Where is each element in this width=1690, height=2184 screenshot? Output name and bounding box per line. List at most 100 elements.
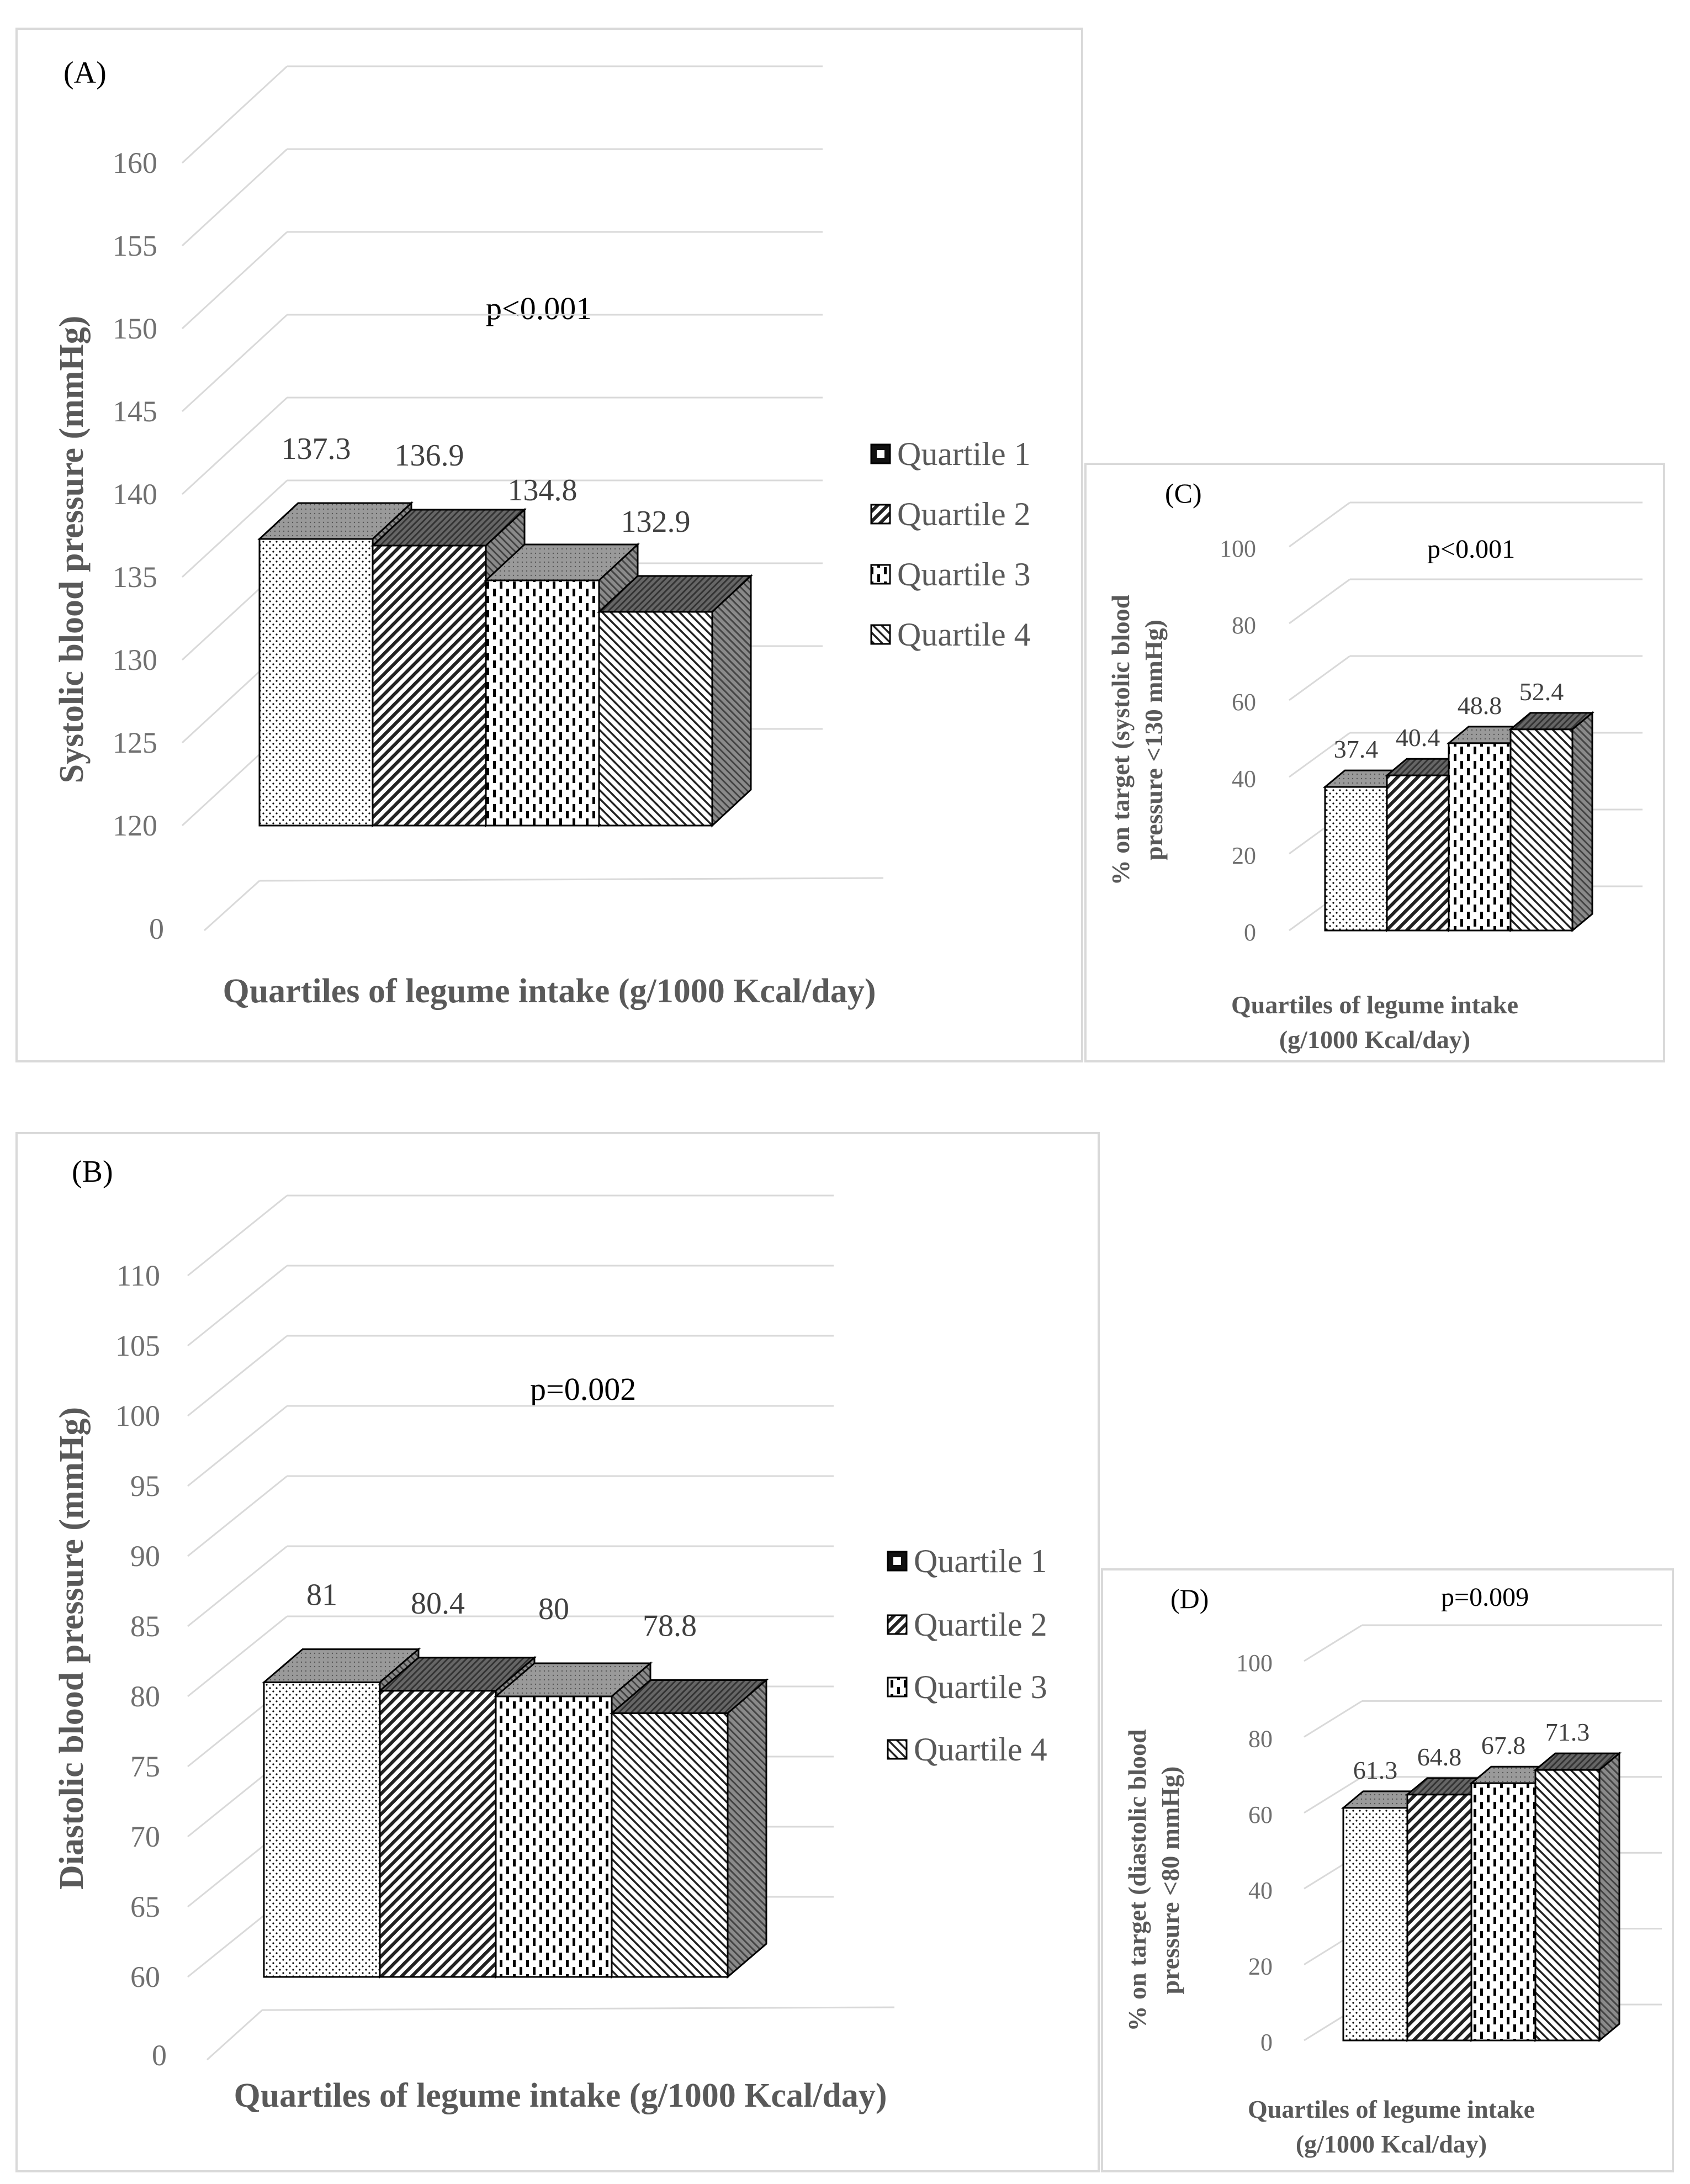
y-tick-label: 70 bbox=[130, 1820, 160, 1853]
legend-item-q2[interactable]: Quartile 2 bbox=[887, 1606, 1047, 1643]
legend-swatch-q3 bbox=[887, 1677, 908, 1698]
y-tick-label: 145 bbox=[113, 395, 157, 428]
legend-label-q4: Quartile 4 bbox=[897, 616, 1031, 653]
panel-label-d: (D) bbox=[1170, 1583, 1209, 1614]
bar-front bbox=[1386, 774, 1450, 932]
y-tick-labels: 60 65 70 75 80 85 90 95 100 105 110 0 bbox=[115, 1259, 167, 2072]
legend-item-q4[interactable]: Quartile 4 bbox=[870, 616, 1031, 653]
bar-front bbox=[1342, 1807, 1408, 2042]
bar-side bbox=[711, 574, 752, 828]
bar-front bbox=[372, 544, 487, 827]
y-tick-label: 100 bbox=[1220, 535, 1256, 562]
y-tick-label: 20 bbox=[1232, 842, 1256, 869]
gridline-diagonal bbox=[181, 314, 288, 413]
y-tick-label-zero: 0 bbox=[149, 912, 164, 945]
bars bbox=[1322, 711, 1595, 933]
legend-swatch-q2 bbox=[870, 504, 891, 525]
gridline-diagonal bbox=[187, 1405, 288, 1487]
legend-item-q1[interactable]: Quartile 1 bbox=[870, 436, 1031, 472]
gridline-diagonal bbox=[1304, 1776, 1363, 1814]
y-tick-label: 85 bbox=[130, 1610, 160, 1643]
y-tick-label: 110 bbox=[116, 1259, 160, 1292]
gridline-diagonal bbox=[187, 1265, 288, 1347]
p-value-a: p<0.001 bbox=[486, 290, 592, 326]
floor-line bbox=[259, 877, 884, 882]
bar-4 bbox=[609, 1678, 769, 1979]
bars bbox=[261, 1647, 769, 1979]
data-label: 80 bbox=[538, 1592, 569, 1626]
floor-diagonal bbox=[206, 2009, 263, 2061]
gridline-diagonal bbox=[1289, 578, 1350, 625]
gridline-diagonal bbox=[1304, 1624, 1363, 1662]
bar-front bbox=[495, 1695, 613, 1978]
p-value-c: p<0.001 bbox=[1427, 535, 1515, 564]
bar-front bbox=[485, 579, 600, 827]
panel-frame-c bbox=[1084, 463, 1665, 1062]
legend-item-q1[interactable]: Quartile 1 bbox=[887, 1543, 1047, 1579]
data-label: 81 bbox=[306, 1578, 337, 1612]
bar-front bbox=[1406, 1794, 1472, 2042]
y-tick-label: 20 bbox=[1248, 1953, 1273, 1980]
bar-front bbox=[1470, 1782, 1537, 2042]
y-tick-label: 130 bbox=[113, 643, 157, 676]
legend-item-q3[interactable]: Quartile 3 bbox=[870, 556, 1031, 593]
data-label: 61.3 bbox=[1353, 1756, 1398, 1784]
y-tick-label: 120 bbox=[113, 809, 157, 842]
gridline-diagonal bbox=[181, 65, 288, 164]
y-axis-title-c-line2: pressure <130 mmHg) bbox=[1140, 620, 1168, 860]
y-tick-labels: 0 20 40 60 80 100 bbox=[1236, 1649, 1273, 2056]
y-tick-label: 75 bbox=[130, 1750, 160, 1783]
panel-frame-a bbox=[15, 28, 1083, 1062]
legend-b: Quartile 1 Quartile 2 Quartile 3 Quartil… bbox=[887, 1543, 1047, 1768]
bar-front bbox=[263, 1681, 381, 1978]
legend-a: Quartile 1 Quartile 2 Quartile 3 Quartil… bbox=[870, 436, 1031, 653]
y-tick-label: 80 bbox=[1232, 612, 1256, 639]
bar-front bbox=[598, 611, 713, 827]
legend-swatch-q4 bbox=[870, 624, 891, 645]
data-label: 37.4 bbox=[1334, 735, 1379, 763]
panel-frame-d bbox=[1101, 1568, 1674, 2172]
y-tick-label-zero: 0 bbox=[152, 2039, 167, 2072]
y-axis-title-b: Diastolic blood pressure (mmHg) bbox=[53, 1407, 91, 1890]
y-tick-label: 90 bbox=[130, 1540, 160, 1573]
y-tick-label: 40 bbox=[1248, 1877, 1273, 1904]
x-axis-title-b: Quartiles of legume intake (g/1000 Kcal/… bbox=[234, 2077, 887, 2114]
legend-label-q4: Quartile 4 bbox=[914, 1731, 1047, 1768]
legend-label-q2: Quartile 2 bbox=[897, 496, 1031, 532]
gridline-diagonal bbox=[187, 1545, 288, 1627]
y-tick-label: 140 bbox=[113, 478, 157, 511]
bar-front bbox=[1534, 1769, 1601, 2042]
bar-front bbox=[379, 1690, 497, 1978]
gridline-diagonal bbox=[187, 1475, 288, 1557]
y-tick-label: 135 bbox=[113, 560, 157, 594]
legend-item-q3[interactable]: Quartile 3 bbox=[887, 1669, 1047, 1705]
bar-front bbox=[1509, 728, 1574, 932]
y-tick-label: 100 bbox=[1236, 1649, 1273, 1677]
legend-item-q4[interactable]: Quartile 4 bbox=[887, 1731, 1047, 1768]
bar-4 bbox=[1533, 1751, 1622, 2043]
legend-item-q2[interactable]: Quartile 2 bbox=[870, 496, 1031, 532]
gridline-diagonal bbox=[181, 396, 288, 495]
y-tick-labels: 120 125 130 135 140 145 150 155 160 0 bbox=[113, 146, 164, 945]
data-label: 134.8 bbox=[508, 473, 578, 507]
data-label: 71.3 bbox=[1545, 1718, 1590, 1746]
bar-side bbox=[1571, 711, 1593, 933]
legend-swatch-q2 bbox=[887, 1614, 908, 1635]
bar-side bbox=[1598, 1751, 1620, 2043]
floor-diagonal bbox=[203, 880, 261, 932]
x-axis-title-c-line2: (g/1000 Kcal/day) bbox=[1279, 1025, 1470, 1054]
y-tick-label: 60 bbox=[1248, 1801, 1273, 1828]
panel-label-b: (B) bbox=[72, 1155, 113, 1189]
gridline-diagonal bbox=[181, 479, 288, 578]
y-axis-title-d-line2: pressure <80 mmHg) bbox=[1156, 1767, 1184, 1995]
y-tick-label: 0 bbox=[1244, 919, 1256, 946]
bars bbox=[257, 501, 753, 828]
y-tick-label: 95 bbox=[130, 1469, 160, 1503]
gridline-diagonal bbox=[1289, 655, 1350, 701]
data-label: 80.4 bbox=[411, 1587, 465, 1621]
y-tick-label: 150 bbox=[113, 312, 157, 345]
gridline-diagonal bbox=[187, 1615, 288, 1698]
gridline-diagonal bbox=[187, 1335, 288, 1417]
floor-line bbox=[262, 2006, 895, 2011]
y-tick-labels: 0 20 40 60 80 100 bbox=[1220, 535, 1256, 946]
